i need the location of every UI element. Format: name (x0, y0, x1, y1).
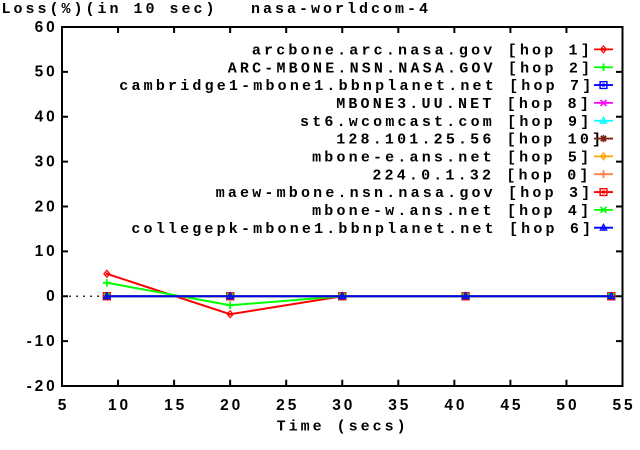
svg-text:mbone-w.ans.net [hop 4]: mbone-w.ans.net [hop 4] (312, 203, 592, 220)
svg-text:Time (secs): Time (secs) (277, 418, 409, 435)
svg-text:maew-mbone.nsn.nasa.gov [hop: maew-mbone.nsn.nasa.gov [hop 3] (216, 185, 594, 202)
svg-text:20: 20 (35, 198, 58, 215)
svg-text:st6.wcomcast.com [hop 9]: st6.wcomcast.com [hop 9] (300, 114, 592, 131)
svg-text:nasa-worldcom-4: nasa-worldcom-4 (251, 1, 431, 18)
svg-text:-20: -20 (27, 378, 58, 395)
svg-text:50: 50 (556, 397, 579, 414)
svg-text:0: 0 (46, 288, 58, 305)
svg-text:collegepk-mbone1.bbnplanet.net: collegepk-mbone1.bbnplanet.net [hop 6] (131, 221, 594, 238)
svg-text:30: 30 (35, 153, 58, 170)
svg-text:arcbone.arc.nasa.gov [hop 1]: arcbone.arc.nasa.gov [hop 1] (252, 43, 593, 60)
svg-text:MBONE3.UU.NET [hop 8]: MBONE3.UU.NET [hop 8] (336, 96, 592, 113)
svg-text:ARC-MBONE.NSN.NASA.GOV [hop 2: ARC-MBONE.NSN.NASA.GOV [hop 2] (228, 60, 593, 77)
svg-text:30: 30 (332, 397, 355, 414)
svg-text:224.0.1.32 [hop 0]: 224.0.1.32 [hop 0] (372, 167, 591, 184)
svg-text:25: 25 (276, 397, 299, 414)
svg-text:55: 55 (612, 397, 635, 414)
svg-text:10: 10 (35, 243, 58, 260)
svg-text:15: 15 (164, 397, 187, 414)
svg-text:45: 45 (500, 397, 523, 414)
svg-text:50: 50 (35, 64, 58, 81)
svg-text:mbone-e.ans.net [hop 5]: mbone-e.ans.net [hop 5] (312, 149, 592, 166)
svg-text:Loss(%)(in 10 sec): Loss(%)(in 10 sec) (2, 1, 218, 18)
svg-text:10: 10 (108, 397, 131, 414)
svg-text:5: 5 (58, 397, 70, 414)
svg-text:cambridge1-mbone1.bbnplanet.ne: cambridge1-mbone1.bbnplanet.net [hop 7] (119, 78, 594, 95)
svg-text:35: 35 (388, 397, 411, 414)
svg-text:40: 40 (444, 397, 467, 414)
svg-text:-10: -10 (27, 333, 58, 350)
svg-text:60: 60 (35, 19, 58, 36)
svg-text:20: 20 (220, 397, 243, 414)
svg-text:128.101.25.56 [hop 10]: 128.101.25.56 [hop 10] (336, 132, 604, 149)
svg-text:40: 40 (35, 109, 58, 126)
